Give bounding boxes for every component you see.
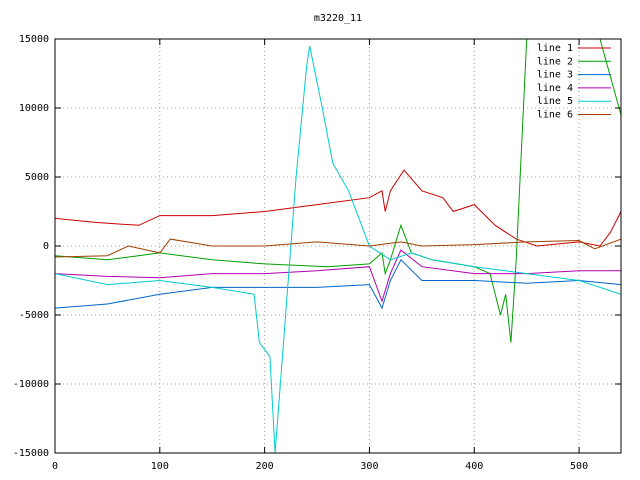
data-line: [55, 249, 621, 303]
x-tick-label: 200: [256, 461, 274, 472]
y-tick-label: -15000: [13, 448, 49, 459]
legend-label: line 1: [537, 43, 573, 54]
x-tick-label: 400: [465, 461, 483, 472]
chart-title: m3220_11: [314, 13, 362, 24]
x-tick-label: 100: [151, 461, 169, 472]
y-tick-label: -10000: [13, 379, 49, 390]
y-tick-label: -5000: [19, 310, 49, 321]
y-tick-label: 0: [43, 241, 49, 252]
data-line: [55, 45, 621, 453]
legend-label: line 5: [537, 96, 573, 107]
data-line: [55, 238, 621, 258]
legend-label: line 6: [537, 110, 573, 121]
data-line: [55, 169, 621, 247]
y-tick-label: 5000: [25, 172, 49, 183]
legend-label: line 3: [537, 70, 573, 81]
plot-area: [55, 39, 621, 453]
legend-label: line 4: [537, 83, 573, 94]
x-tick-label: 0: [52, 461, 58, 472]
data-line: [55, 258, 621, 310]
y-tick-label: 10000: [19, 103, 49, 114]
x-tick-label: 300: [360, 461, 378, 472]
legend-label: line 2: [537, 56, 573, 67]
x-tick-label: 500: [570, 461, 588, 472]
y-tick-label: 15000: [19, 34, 49, 45]
